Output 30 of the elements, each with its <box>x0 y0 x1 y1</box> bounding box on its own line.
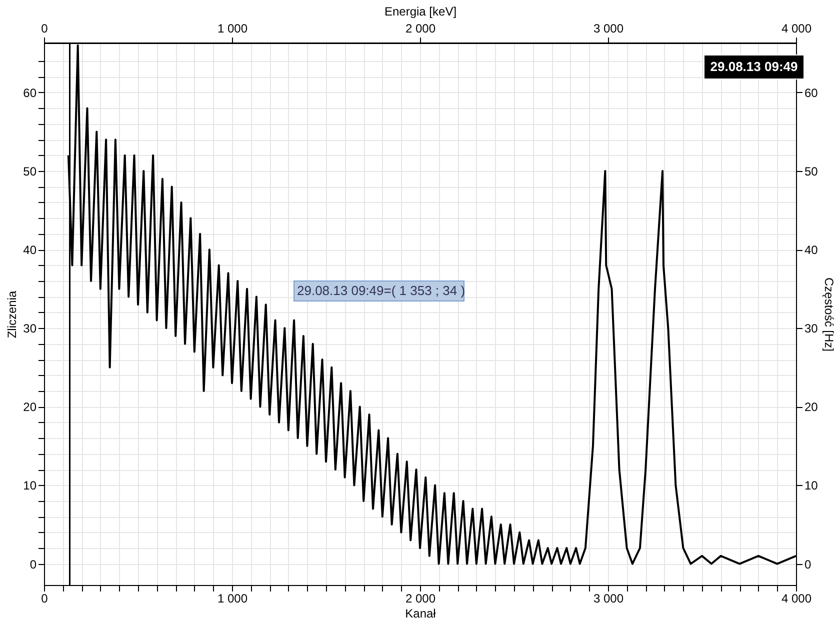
x-tick-label: 3 000 <box>593 592 624 606</box>
x-tick-label: 1 000 <box>217 592 248 606</box>
x-axis-title: Kanał <box>405 606 436 620</box>
y-tick-label: 60 <box>23 86 37 100</box>
x2-tick-label: 0 <box>41 22 48 36</box>
x2-tick-label: 4 000 <box>781 22 812 36</box>
x-tick-label: 0 <box>41 592 48 606</box>
y2-tick-label: 0 <box>804 557 812 572</box>
x2-tick-label: 3 000 <box>593 22 624 36</box>
y-tick-label: 0 <box>30 557 37 572</box>
y2-tick-label: 50 <box>804 164 818 179</box>
x2-axis-title: Energia [keV] <box>384 4 457 18</box>
y2-tick-label: 20 <box>804 400 818 414</box>
y2-tick-label: 60 <box>804 86 818 100</box>
x2-tick-label: 1 000 <box>217 22 248 36</box>
annotation: 29.08.13 09:49 <box>710 59 798 74</box>
y-tick-label: 50 <box>23 164 37 179</box>
y2-tick-label: 10 <box>804 478 818 493</box>
y-tick-label: 10 <box>23 478 37 493</box>
y2-tick-label: 30 <box>804 322 818 336</box>
y2-tick-label: 40 <box>804 243 818 258</box>
y-tick-label: 40 <box>23 243 37 258</box>
annotation: 29.08.13 09:49=( 1 353 ; 34 ) <box>297 283 466 298</box>
x-tick-label: 2 000 <box>405 592 436 606</box>
x-tick-label: 4 000 <box>781 592 812 606</box>
y-tick-label: 30 <box>23 322 37 336</box>
y-tick-label: 20 <box>23 400 37 414</box>
y2-axis-title: Częstość [Hz] <box>822 277 836 352</box>
y-axis-title: Zliczenia <box>5 290 20 338</box>
x2-tick-label: 2 000 <box>405 22 436 36</box>
